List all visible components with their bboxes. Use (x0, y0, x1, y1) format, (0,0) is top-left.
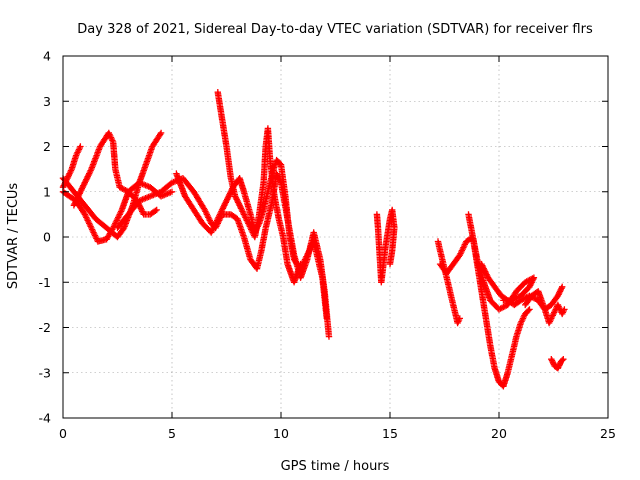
x-tick-label: 20 (491, 426, 507, 441)
y-tick-label: 0 (43, 230, 51, 245)
series-sat-c (70, 129, 160, 218)
data-point (386, 260, 394, 268)
y-tick-label: -3 (39, 365, 51, 380)
y-tick-label: 4 (43, 49, 51, 64)
data-point (525, 307, 532, 314)
data-point (323, 315, 330, 322)
tick-labels: 0 5 10 15 20 25 -4 -3 -2 -1 0 1 2 3 4 (39, 49, 616, 442)
data-point (168, 188, 176, 195)
x-tick-label: 25 (600, 426, 616, 441)
axis-ticks (62, 55, 609, 419)
series-sat-e (114, 170, 333, 340)
data-point (276, 160, 284, 167)
series-sat-k (465, 211, 533, 390)
x-tick-label: 5 (168, 426, 176, 441)
data-point (456, 315, 463, 322)
y-tick-label: -4 (39, 411, 52, 426)
x-tick-label: 15 (382, 426, 398, 441)
series-sat-g (214, 89, 304, 286)
y-tick-label: 2 (43, 139, 51, 154)
data-markers (59, 89, 568, 390)
data-point (157, 129, 165, 137)
data-point (157, 131, 164, 138)
series-sat-h (373, 206, 398, 286)
data-point (526, 306, 533, 313)
y-tick-label: 1 (43, 184, 51, 199)
series-sat-b (59, 179, 176, 245)
chart-title: Day 328 of 2021, Sidereal Day-to-day VTE… (77, 22, 593, 37)
data-point (559, 357, 566, 364)
series-sat-f (173, 156, 330, 322)
data-point (559, 283, 566, 290)
y-tick-label: -1 (39, 275, 51, 290)
data-point (560, 356, 567, 363)
x-tick-label: 10 (273, 426, 289, 441)
x-tick-label: 0 (59, 426, 67, 441)
data-point (325, 333, 333, 340)
data-point (152, 207, 159, 214)
data-point (77, 143, 84, 150)
grid-lines (63, 56, 608, 418)
data-point (561, 306, 568, 313)
y-tick-label: -2 (39, 320, 51, 335)
data-point (153, 206, 160, 214)
y-tick-label: 3 (43, 94, 51, 109)
x-axis-label: GPS time / hours (281, 459, 390, 474)
series-sat-n (548, 356, 567, 372)
data-point (556, 361, 563, 368)
series-sat-m (522, 288, 568, 327)
y-axis-label: SDTVAR / TECUs (6, 183, 21, 290)
data-point (297, 260, 304, 268)
